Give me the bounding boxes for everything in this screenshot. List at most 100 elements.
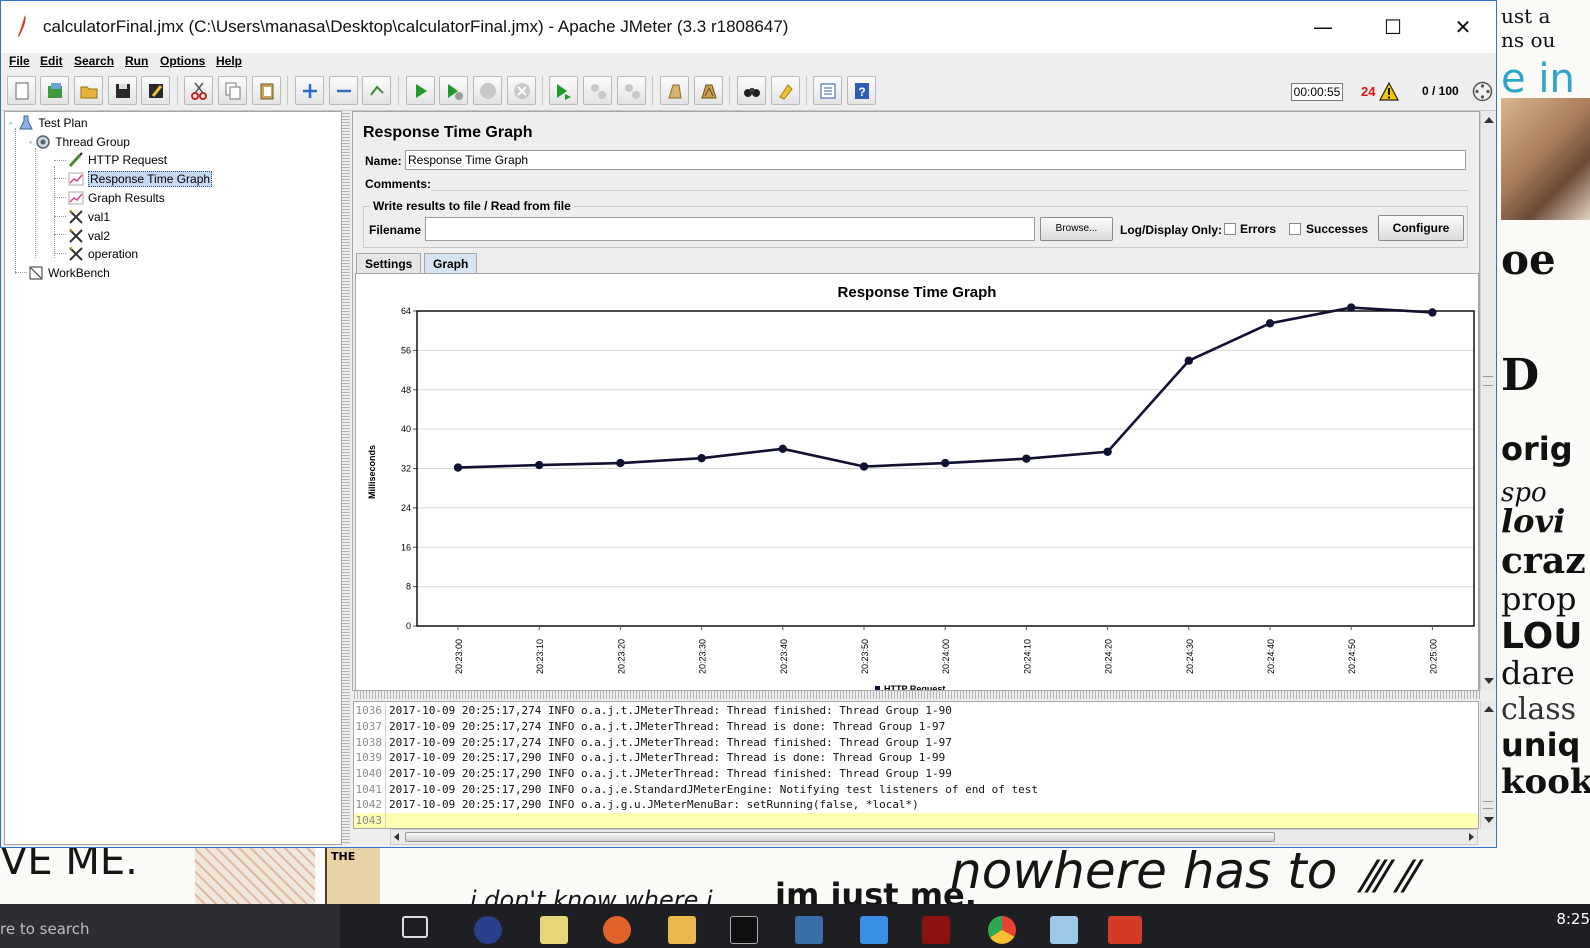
warning-icon[interactable] [1379,82,1399,101]
log-line-current[interactable]: 1043 [354,813,1478,828]
log-line: 1042 2017-10-09 20:25:17,290 INFO o.a.j.g… [354,797,1478,813]
scroll-thumb[interactable] [405,832,1275,842]
function-helper-button[interactable] [813,76,842,105]
save-as-button[interactable] [141,76,170,105]
panel-vertical-scrollbar[interactable] [1480,111,1496,691]
log-line-text: 2017-10-09 20:25:17,274 INFO o.a.j.t.JMe… [389,720,946,733]
terminal-icon[interactable] [730,916,758,944]
tree-node-http-request[interactable]: HTTP Request [68,151,167,169]
search-button[interactable] [737,76,766,105]
tree-node-thread-group[interactable]: ◦ Thread Group [29,133,130,151]
scroll-down-icon[interactable] [1484,817,1494,823]
expand-all-button[interactable] [295,76,324,105]
close-button[interactable]: ✕ [1454,15,1472,39]
tab-settings[interactable]: Settings [356,253,422,273]
jmeter-window: calculatorFinal.jmx (C:\Users\manasa\Des… [0,0,1497,848]
config-icon [69,247,83,261]
menu-options[interactable]: Options [160,54,206,68]
scroll-up-icon[interactable] [1484,117,1494,123]
tree-expander-icon[interactable]: ◦ [9,118,13,128]
browse-button[interactable]: Browse... [1040,217,1113,241]
app-icon[interactable] [603,916,631,944]
tree-node-val1[interactable]: val1 [68,208,110,226]
x-tick-label: 20:24:20 [1104,639,1114,674]
clear-button[interactable] [660,76,689,105]
copy-button[interactable] [218,76,247,105]
menu-edit[interactable]: Edit [40,54,63,68]
x-tick-label: 20:23:10 [535,639,545,674]
remote-stop-button[interactable] [583,76,612,105]
scroll-down-icon[interactable] [1484,678,1494,684]
scroll-left-icon[interactable] [394,833,399,841]
clear-all-button[interactable] [694,76,723,105]
errors-checkbox[interactable] [1224,223,1236,235]
tree-node-response-time-graph[interactable]: Response Time Graph [68,170,213,188]
mysql-icon[interactable] [795,916,823,944]
tree-node-graph-results[interactable]: Graph Results [68,189,165,207]
title-bar[interactable]: calculatorFinal.jmx (C:\Users\manasa\Des… [1,1,1496,53]
minimize-button[interactable]: — [1313,15,1333,39]
chrome-icon[interactable] [988,916,1016,944]
toggle-button[interactable] [362,76,391,105]
y-tick-label: 24 [401,503,411,513]
tree-node-test-plan[interactable]: ◦ Test Plan [9,114,88,132]
menu-search[interactable]: Search [74,54,115,68]
cut-button[interactable] [184,76,213,105]
shutdown-button[interactable] [507,76,536,105]
log-line-text: 2017-10-09 20:25:17,290 INFO o.a.j.e.Sta… [389,783,1039,796]
tree-expander-icon[interactable]: ◦ [29,137,33,147]
app-icon[interactable] [860,916,888,944]
x-tick-label: 20:23:40 [779,639,789,674]
task-view-icon[interactable] [402,916,428,938]
eclipse-icon[interactable] [474,916,502,944]
file-section-title: Write results to file / Read from file [370,199,574,213]
taskbar-search[interactable]: re to search [0,904,340,948]
tree-node-workbench[interactable]: WorkBench [28,264,110,282]
menu-run[interactable]: Run [125,54,149,68]
acrobat-icon[interactable] [922,916,950,944]
log-vertical-scrollbar[interactable] [1480,701,1496,829]
wallpaper-word: dare [1501,654,1575,692]
tree-node-val2[interactable]: val2 [68,227,110,245]
data-point [778,444,787,454]
tree-splitter[interactable] [342,111,350,845]
remote-shutdown-button[interactable] [617,76,646,105]
start-no-pauses-button[interactable] [439,76,468,105]
new-button[interactable] [7,76,36,105]
search-icon [743,87,760,97]
open-button[interactable] [74,76,103,105]
collapse-all-button[interactable] [329,76,358,105]
log-horizontal-scrollbar[interactable] [390,829,1478,845]
data-point [859,462,869,471]
file-explorer-icon[interactable] [668,916,696,944]
menu-file[interactable]: File [9,54,30,68]
tab-graph[interactable]: Graph [424,253,478,273]
help-button[interactable]: ? [847,76,876,105]
log-viewer[interactable]: 1036 2017-10-09 20:25:17,274 INFO o.a.j.t… [353,701,1479,829]
configure-button[interactable]: Configure [1378,215,1464,241]
successes-checkbox[interactable] [1289,223,1301,235]
scroll-up-icon[interactable] [1484,706,1494,712]
name-field[interactable]: Response Time Graph [405,150,1466,170]
jmeter-taskbar-icon[interactable] [1108,916,1142,944]
templates-button[interactable] [40,76,69,105]
paste-button[interactable] [252,76,281,105]
app-icon[interactable] [1050,916,1078,944]
start-icon [415,83,427,98]
notes-icon[interactable] [540,916,568,944]
comments-field[interactable] [431,174,1468,191]
scroll-thumb[interactable] [1483,801,1493,809]
thread-group-icon [36,135,50,149]
save-button[interactable] [108,76,137,105]
start-button[interactable] [406,76,435,105]
log-splitter[interactable] [352,691,1480,699]
stop-button[interactable] [473,76,502,105]
maximize-button[interactable]: ☐ [1384,15,1402,39]
scroll-right-icon[interactable] [1469,833,1474,841]
scroll-thumb[interactable] [1483,376,1493,386]
menu-help[interactable]: Help [216,54,243,68]
remote-start-button[interactable] [549,76,578,105]
filename-field[interactable] [425,217,1035,241]
reset-search-button[interactable] [771,76,800,105]
tree-node-operation[interactable]: operation [68,245,138,263]
